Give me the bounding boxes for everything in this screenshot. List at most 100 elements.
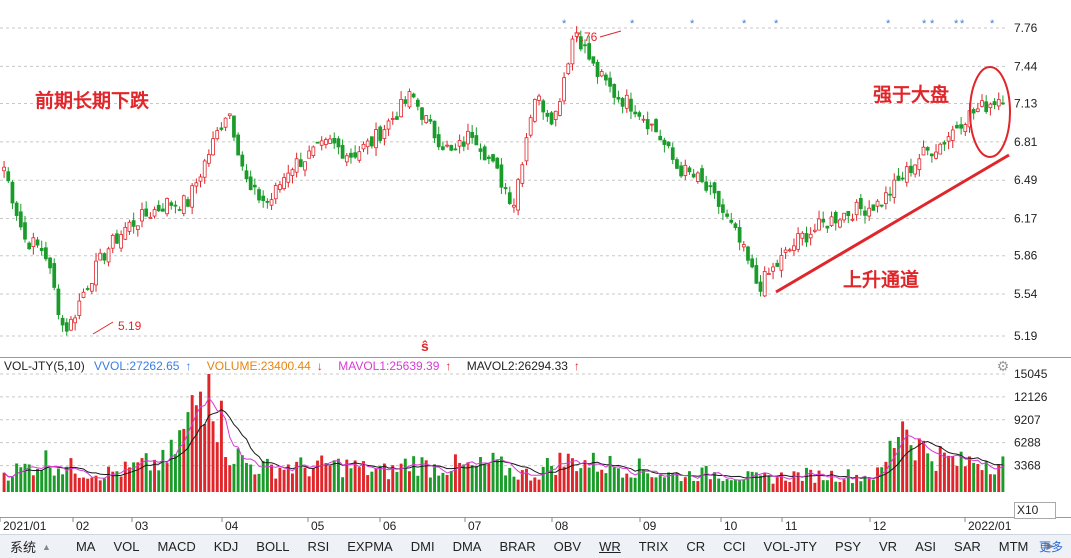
- candle-body: [955, 124, 959, 129]
- volume-bar: [750, 471, 754, 492]
- candle-body: [846, 210, 851, 216]
- tab-obv[interactable]: OBV: [553, 539, 582, 554]
- candle-body: [298, 159, 303, 167]
- candle-body: [403, 99, 408, 104]
- candle-body: [507, 192, 512, 204]
- tab-system[interactable]: 系统 ▲: [0, 537, 67, 556]
- tab-ma[interactable]: MA: [75, 539, 96, 554]
- volume-bar: [629, 477, 633, 492]
- candle-body: [428, 119, 433, 122]
- more-tabs-link[interactable]: 更多: [1038, 540, 1063, 554]
- tab-dma[interactable]: DMA: [452, 539, 482, 554]
- candle-body: [942, 142, 947, 145]
- candle-body: [779, 255, 784, 271]
- tab-boll[interactable]: BOLL: [256, 539, 290, 554]
- price-tick-label: 7.44: [1014, 59, 1038, 73]
- tab-wr[interactable]: WR: [599, 539, 621, 554]
- candle-body: [524, 137, 529, 162]
- candle-body: [858, 197, 863, 209]
- tab-vr[interactable]: VR: [879, 539, 898, 554]
- volume-bar: [207, 374, 211, 492]
- candle-body: [6, 171, 11, 182]
- volume-bar: [662, 477, 666, 492]
- volume-bar: [144, 453, 148, 492]
- tab-asi[interactable]: ASI: [915, 539, 937, 554]
- volume-bar: [596, 471, 599, 492]
- candle-body: [528, 117, 533, 136]
- tab-trix[interactable]: TRIX: [638, 539, 669, 554]
- candle-body: [227, 113, 232, 117]
- candle-body: [240, 154, 245, 167]
- candle-body: [31, 237, 36, 248]
- tab-vol-jty[interactable]: VOL-JTY: [763, 539, 817, 554]
- candle-body: [549, 112, 554, 125]
- tab-brar[interactable]: BRAR: [499, 539, 536, 554]
- strength-circle: [969, 66, 1011, 158]
- volume-bar: [387, 479, 391, 492]
- candle-body: [771, 266, 775, 272]
- volume-bar: [767, 475, 771, 492]
- gear-icon[interactable]: ⚙: [996, 358, 1010, 374]
- tab-mtm[interactable]: MTM: [998, 539, 1029, 554]
- volume-bar: [90, 477, 94, 492]
- tab-scroll-right-icon[interactable]: ▶: [1046, 541, 1055, 552]
- volume-bar: [616, 468, 620, 492]
- candle-body: [792, 245, 796, 251]
- volume-bar: [984, 460, 988, 492]
- volume-bar: [474, 466, 478, 492]
- tab-cr[interactable]: CR: [686, 539, 706, 554]
- candle-body: [532, 99, 537, 122]
- tab-macd[interactable]: MACD: [157, 539, 196, 554]
- tab-rsi[interactable]: RSI: [307, 539, 330, 554]
- candle-body: [252, 184, 257, 188]
- tab-expma[interactable]: EXPMA: [347, 539, 393, 554]
- candle-body: [14, 202, 19, 216]
- candle-body: [215, 130, 220, 140]
- candle-body: [115, 233, 119, 244]
- date-axis-line: [0, 517, 1071, 518]
- volume-bar: [570, 458, 574, 492]
- candle-body: [64, 322, 69, 332]
- tab-psy[interactable]: PSY: [835, 539, 862, 554]
- volume-bar: [428, 477, 432, 492]
- date-tick-label: 11: [785, 519, 798, 533]
- candle-body: [110, 234, 115, 249]
- volume-bar: [253, 474, 257, 492]
- candle-body: [56, 288, 61, 316]
- candle-body: [733, 223, 738, 229]
- volume-bar: [667, 472, 671, 492]
- volume-bar: [6, 480, 10, 492]
- volume-tick-label: 3368: [1014, 459, 1041, 473]
- candle-body: [566, 63, 571, 75]
- volume-bar: [972, 462, 976, 492]
- candle-body: [332, 137, 337, 144]
- candle-body: [879, 204, 884, 207]
- candle-body: [767, 273, 771, 275]
- candle-body: [261, 195, 266, 201]
- candle-body: [190, 185, 195, 208]
- candle-body: [202, 160, 207, 178]
- candle-body: [850, 218, 855, 221]
- volume-bar: [362, 461, 365, 492]
- tab-kdj[interactable]: KDJ: [213, 539, 239, 554]
- volume-bar: [257, 473, 261, 492]
- tab-dmi[interactable]: DMI: [410, 539, 435, 554]
- volume-bar: [232, 463, 236, 492]
- tab-cci[interactable]: CCI: [723, 539, 746, 554]
- volume-bar: [161, 449, 165, 492]
- volume-tick-label: 6288: [1014, 436, 1041, 450]
- volume-bar: [796, 472, 800, 492]
- tab-vol[interactable]: VOL: [113, 539, 140, 554]
- volume-bar: [61, 474, 65, 492]
- candle-body: [800, 232, 805, 239]
- volume-bar: [437, 475, 441, 492]
- volume-bar: [604, 473, 608, 492]
- tab-sar[interactable]: SAR: [954, 539, 981, 554]
- volume-bar: [579, 468, 583, 492]
- candle-body: [787, 249, 792, 252]
- candle-body: [194, 182, 199, 187]
- candle-body: [996, 99, 1001, 107]
- candle-body: [457, 140, 462, 147]
- legend-vvol-arrow: ↑: [185, 359, 192, 373]
